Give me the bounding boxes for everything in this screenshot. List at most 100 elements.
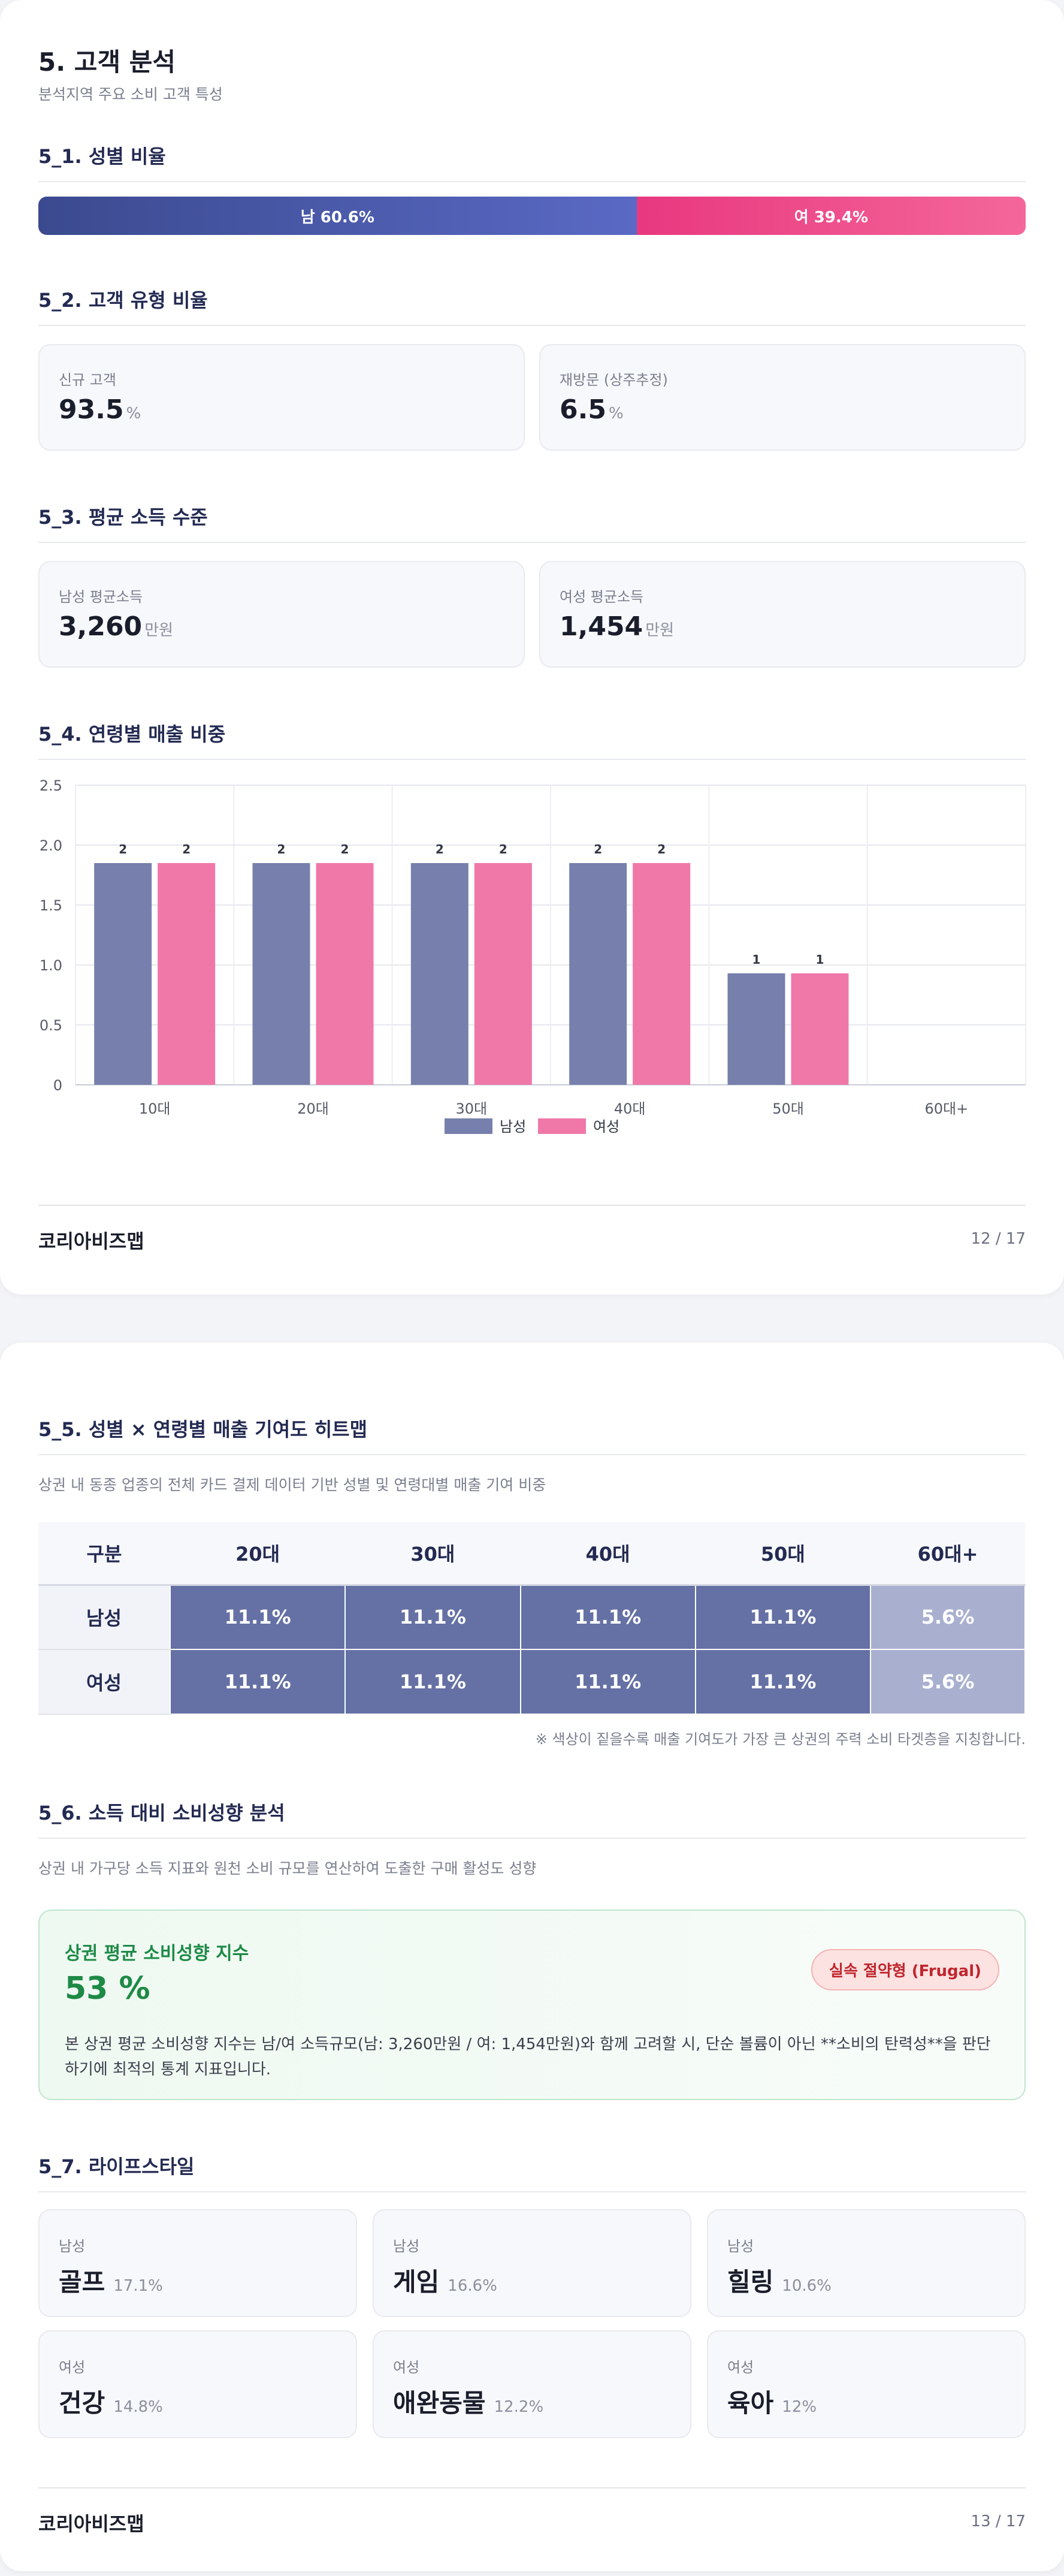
y-tick-label: 1.5: [40, 897, 62, 914]
page-number: 12 / 17: [971, 1230, 1026, 1248]
lifestyle-card: 남성 힐링 10.6%: [707, 2209, 1026, 2317]
heatmap-cell: 11.1%: [694, 1584, 872, 1650]
card-value: 6.5%: [560, 394, 624, 425]
legend-label: 남성: [500, 1118, 526, 1135]
data-label: 2: [499, 842, 507, 856]
footer-divider: [38, 1205, 1026, 1206]
bar-남성: [410, 863, 468, 1085]
male-ratio-segment: 남 60.6%: [38, 197, 637, 235]
lifestyle-name: 건강 14.8%: [59, 2388, 163, 2418]
heatmap-row-male: 남성 11.1% 11.1% 11.1% 11.1% 5.6%: [38, 1584, 1026, 1650]
legend-swatch: [445, 1118, 492, 1134]
x-tick-label: 20대: [297, 1100, 329, 1117]
spending-index-description: 본 상권 평균 소비성향 지수는 남/여 소득규모(남: 3,260만원 / 여…: [65, 2035, 991, 2079]
heatmap-header-row: 구분 20대 30대 40대 50대 60대+: [38, 1522, 1025, 1586]
x-tick-label: 30대: [456, 1100, 488, 1117]
bar-남성: [94, 863, 152, 1085]
card-value: 3,260 만원: [59, 611, 174, 642]
heatmap-cell: 11.1%: [519, 1584, 696, 1650]
page-number: 13 / 17: [971, 2512, 1026, 2530]
male-income-card: 남성 평균소득 3,260 만원: [38, 561, 525, 668]
lifestyle-gender: 남성: [727, 2238, 754, 2255]
heatmap-header: 60대+: [870, 1522, 1025, 1586]
x-tick-label: 60대+: [924, 1100, 968, 1117]
section-heatmap-title: 5_5. 성별 × 연령별 매출 기여도 히트맵: [38, 1414, 1026, 1455]
section-gender-ratio-title: 5_1. 성별 비율: [38, 141, 1026, 182]
heatmap-cell: 11.1%: [344, 1584, 521, 1650]
heatmap-description: 상권 내 동종 업종의 전체 카드 결제 데이터 기반 성별 및 연령대별 매출…: [38, 1476, 546, 1494]
card-value: 93.5%: [59, 394, 141, 425]
data-label: 2: [119, 842, 127, 856]
page-title: 5. 고객 분석: [38, 47, 176, 77]
y-tick-label: 2.5: [40, 777, 62, 794]
lifestyle-name: 게임 16.6%: [393, 2267, 497, 2297]
lifestyle-gender: 여성: [727, 2359, 754, 2376]
heatmap-row-female: 여성 11.1% 11.1% 11.1% 11.1% 5.6%: [38, 1649, 1026, 1715]
lifestyle-gender: 여성: [59, 2359, 86, 2376]
data-label: 2: [436, 842, 444, 856]
spending-description: 상권 내 가구당 소득 지표와 원천 소비 규모를 연산하여 도출한 구매 활성…: [38, 1860, 537, 1877]
lifestyle-name: 골프 17.1%: [59, 2267, 163, 2297]
section-age-sales-title: 5_4. 연령별 매출 비중: [38, 719, 1026, 760]
lifestyle-card: 남성 게임 16.6%: [373, 2209, 691, 2317]
bar-여성: [158, 863, 216, 1085]
report-page-13: 5_5. 성별 × 연령별 매출 기여도 히트맵 상권 내 동종 업종의 전체 …: [0, 1343, 1064, 2571]
card-label: 신규 고객: [59, 372, 116, 388]
lifestyle-gender: 여성: [393, 2359, 420, 2376]
spending-type-badge: 실속 절약형 (Frugal): [811, 1949, 999, 1990]
y-tick-label: 0: [53, 1077, 62, 1094]
heatmap-cell: 5.6%: [870, 1584, 1026, 1650]
bar-여성: [633, 863, 691, 1085]
lifestyle-name: 애완동물 12.2%: [393, 2388, 544, 2418]
lifestyle-card: 여성 애완동물 12.2%: [373, 2330, 691, 2438]
heatmap-header: 구분: [38, 1522, 170, 1586]
heatmap-row-label: 여성: [38, 1649, 170, 1715]
bar-남성: [569, 863, 627, 1085]
lifestyle-name: 힐링 10.6%: [727, 2267, 832, 2297]
gender-age-heatmap: 구분 20대 30대 40대 50대 60대+ 남성 11.1% 11.1% 1…: [38, 1522, 1026, 1715]
section-income-title: 5_3. 평균 소득 수준: [38, 502, 1026, 543]
y-tick-label: 1.0: [40, 957, 62, 974]
female-income-card: 여성 평균소득 1,454 만원: [539, 561, 1026, 668]
lifestyle-card: 여성 육아 12%: [707, 2330, 1026, 2438]
section-spending-title: 5_6. 소득 대비 소비성향 분석: [38, 1798, 1026, 1839]
x-tick-label: 40대: [614, 1100, 646, 1117]
bar-남성: [727, 973, 785, 1085]
bar-여성: [474, 863, 532, 1085]
spending-index-title: 상권 평균 소비성향 지수: [65, 1943, 249, 1964]
spending-index-box: 상권 평균 소비성향 지수 53 % 실속 절약형 (Frugal) 본 상권 …: [38, 1910, 1026, 2100]
data-label: 2: [277, 842, 286, 856]
heatmap-header: 30대: [345, 1522, 521, 1586]
data-label: 2: [341, 842, 349, 856]
heatmap-note: ※ 색상이 짙을수록 매출 기여도가 가장 큰 상권의 주력 소비 타겟층을 지…: [535, 1731, 1026, 1748]
age-sales-bar-chart: 0 0.5 1.0 1.5 2.0 2.5 2 2 10대 2 2 20대 2 2 30대 2 2 40대 1 1 50…: [40, 777, 1026, 1135]
lifestyle-card: 여성 건강 14.8%: [38, 2330, 357, 2438]
data-label: 1: [752, 952, 761, 967]
returning-customer-card: 재방문 (상주추정) 6.5%: [539, 344, 1026, 451]
bar-여성: [791, 973, 849, 1085]
heatmap-cell: 5.6%: [870, 1649, 1026, 1715]
legend-label: 여성: [593, 1118, 619, 1135]
x-tick-label: 50대: [772, 1100, 804, 1117]
female-ratio-segment: 여 39.4%: [636, 197, 1026, 235]
new-customer-card: 신규 고객 93.5%: [38, 344, 525, 451]
lifestyle-card: 남성 골프 17.1%: [38, 2209, 357, 2317]
lifestyle-gender: 남성: [393, 2238, 420, 2255]
heatmap-cell: 11.1%: [169, 1584, 346, 1650]
card-value: 1,454 만원: [560, 611, 675, 642]
footer-brand: 코리아비즈맵: [38, 2512, 144, 2535]
bar-여성: [316, 863, 374, 1085]
heatmap-header: 20대: [170, 1522, 346, 1586]
data-label: 2: [182, 842, 191, 856]
y-tick-label: 2.0: [40, 837, 62, 854]
heatmap-header: 50대: [695, 1522, 870, 1586]
section-lifestyle-title: 5_7. 라이프스타일: [38, 2152, 1026, 2192]
card-label: 여성 평균소득: [560, 589, 644, 605]
footer-brand: 코리아비즈맵: [38, 1230, 144, 1253]
y-tick-label: 0.5: [40, 1017, 62, 1034]
data-label: 2: [594, 842, 602, 856]
heatmap-cell: 11.1%: [344, 1649, 521, 1715]
data-label: 1: [816, 952, 824, 967]
heatmap-cell: 11.1%: [519, 1649, 696, 1715]
footer-divider: [38, 2487, 1026, 2488]
